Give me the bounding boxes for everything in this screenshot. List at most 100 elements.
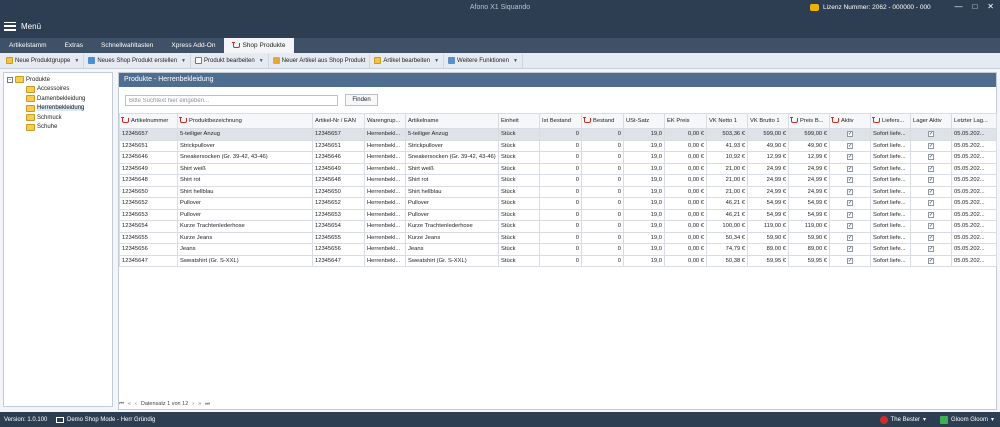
cell-netto[interactable]: 21,00 € — [706, 185, 748, 198]
find-button[interactable]: Finden — [345, 94, 378, 106]
column-header[interactable]: Artikelname — [405, 113, 499, 129]
cell-nr[interactable]: 12345653 — [119, 208, 178, 221]
cell-brutto[interactable]: 599,00 € — [747, 128, 789, 141]
cell-lager[interactable]: ✓ — [910, 208, 952, 221]
cell-ean[interactable]: 12345655 — [312, 231, 365, 244]
cell-einheit[interactable]: Stück — [498, 151, 540, 164]
cell-nr[interactable]: 12345649 — [119, 162, 178, 175]
tab-schnellwahltasten[interactable]: Schnellwahltasten — [100, 42, 154, 49]
cell-wg[interactable]: Herrenbekl... — [364, 254, 406, 267]
first-record-button[interactable]: ⏮ — [119, 400, 124, 407]
cell-liefer[interactable]: Sofort liefe... — [870, 174, 911, 187]
cell-preisb[interactable]: 24,99 € — [788, 162, 830, 175]
cell-preisb[interactable]: 599,00 € — [788, 128, 830, 141]
cell-bez[interactable]: Shirt rot — [177, 174, 313, 187]
checkbox[interactable]: ✓ — [928, 165, 934, 172]
cell-brutto[interactable]: 49,90 € — [747, 139, 789, 152]
maximize-button[interactable]: □ — [972, 2, 978, 11]
cell-ust[interactable]: 19,0 — [623, 151, 665, 164]
cell-brutto[interactable]: 59,95 € — [747, 254, 789, 267]
cell-letzter[interactable]: 05.05.202... — [951, 139, 997, 152]
table-row[interactable]: 12345648 Shirt rot 12345648 Herrenbekl... Sh… — [119, 174, 997, 187]
checkbox[interactable]: ✓ — [928, 177, 934, 184]
cell-ean[interactable]: 12345651 — [312, 139, 365, 152]
cell-aktiv[interactable]: ✓ — [829, 151, 871, 164]
cell-ean[interactable]: 12345657 — [312, 128, 365, 141]
minimize-button[interactable]: — — [954, 2, 963, 11]
cell-letzter[interactable]: 05.05.202... — [951, 220, 997, 233]
cell-ist[interactable]: 0 — [539, 231, 582, 244]
cell-wg[interactable]: Herrenbekl... — [364, 220, 406, 233]
cell-ean[interactable]: 12345648 — [312, 174, 365, 187]
cell-bestand[interactable]: 0 — [581, 243, 624, 256]
cell-netto[interactable]: 50,34 € — [706, 231, 748, 244]
cell-bestand[interactable]: 0 — [581, 151, 624, 164]
cell-bestand[interactable]: 0 — [581, 174, 624, 187]
cell-liefer[interactable]: Sofort liefe... — [870, 254, 911, 267]
cell-letzter[interactable]: 05.05.202... — [951, 174, 997, 187]
column-header[interactable]: VK Brutto 1 — [747, 113, 789, 129]
checkbox[interactable]: ✓ — [847, 223, 853, 230]
cell-netto[interactable]: 10,92 € — [706, 151, 748, 164]
cell-wg[interactable]: Herrenbekl... — [364, 208, 406, 221]
checkbox[interactable]: ✓ — [847, 154, 853, 161]
column-header[interactable]: Preis B... — [788, 113, 830, 129]
cell-preisb[interactable]: 119,00 € — [788, 220, 830, 233]
cell-letzter[interactable]: 05.05.202... — [951, 162, 997, 175]
cell-name[interactable]: Shirt hellblau — [405, 185, 499, 198]
cell-lager[interactable]: ✓ — [910, 220, 952, 233]
column-header[interactable]: USt-Satz — [623, 113, 665, 129]
main-menu-button[interactable]: Menü — [4, 20, 41, 32]
cell-ust[interactable]: 19,0 — [623, 220, 665, 233]
checkbox[interactable]: ✓ — [928, 223, 934, 230]
cell-ek[interactable]: 0,00 € — [664, 151, 707, 164]
cell-bez[interactable]: Kurze Trachtenlederhose — [177, 220, 313, 233]
cell-aktiv[interactable]: ✓ — [829, 220, 871, 233]
cell-preisb[interactable]: 54,99 € — [788, 197, 830, 210]
checkbox[interactable]: ✓ — [847, 177, 853, 184]
cell-ist[interactable]: 0 — [539, 162, 582, 175]
cell-nr[interactable]: 12345655 — [119, 231, 178, 244]
cell-ust[interactable]: 19,0 — [623, 231, 665, 244]
last-record-button[interactable]: ⏭ — [205, 400, 211, 407]
cell-ust[interactable]: 19,0 — [623, 139, 665, 152]
cell-name[interactable]: Sneakersocken (Gr. 39-42, 43-46) — [405, 151, 499, 164]
cell-aktiv[interactable]: ✓ — [829, 128, 871, 141]
cell-bestand[interactable]: 0 — [581, 185, 624, 198]
column-header[interactable]: Liefers... — [870, 113, 911, 129]
tab-extras[interactable]: Extras — [64, 42, 83, 49]
checkbox[interactable]: ✓ — [928, 142, 934, 149]
cell-letzter[interactable]: 05.05.202... — [951, 243, 997, 256]
cell-aktiv[interactable]: ✓ — [829, 174, 871, 187]
new-product-group-button[interactable]: Neue Produktgruppe ▼ — [2, 53, 85, 68]
checkbox[interactable]: ✓ — [847, 165, 853, 172]
close-button[interactable]: ✕ — [987, 2, 994, 11]
tab-artikelstamm[interactable]: Artikelstamm — [9, 42, 47, 49]
cell-name[interactable]: Jeans — [405, 243, 499, 256]
cell-liefer[interactable]: Sofort liefe... — [870, 162, 911, 175]
checkbox[interactable]: ✓ — [847, 257, 853, 264]
user-selector-2[interactable]: Gloom Gloom ▾ — [939, 415, 994, 424]
cell-ist[interactable]: 0 — [539, 243, 582, 256]
cell-aktiv[interactable]: ✓ — [829, 208, 871, 221]
column-header[interactable]: Artikel-Nr / EAN — [312, 113, 365, 129]
column-header[interactable]: Bestand — [581, 113, 624, 129]
cell-name[interactable]: Shirt weiß — [405, 162, 499, 175]
cell-lager[interactable]: ✓ — [910, 162, 952, 175]
tab-xpress-add-on[interactable]: Xpress Add-On — [171, 42, 216, 49]
cell-lager[interactable]: ✓ — [910, 139, 952, 152]
cell-bez[interactable]: Sneakersocken (Gr. 39-42, 43-46) — [177, 151, 313, 164]
user-selector-1[interactable]: The Bester ▾ — [879, 415, 926, 424]
cell-ust[interactable]: 19,0 — [623, 243, 665, 256]
cell-bez[interactable]: Jeans — [177, 243, 313, 256]
cell-lager[interactable]: ✓ — [910, 254, 952, 267]
cell-ean[interactable]: 12345652 — [312, 197, 365, 210]
table-row[interactable]: 12345651 Strickpullover 12345651 Herrenbekl… — [119, 139, 997, 152]
cell-ist[interactable]: 0 — [539, 197, 582, 210]
cell-bestand[interactable]: 0 — [581, 208, 624, 221]
cell-nr[interactable]: 12345652 — [119, 197, 178, 210]
cell-preisb[interactable]: 54,99 € — [788, 208, 830, 221]
cell-preisb[interactable]: 59,95 € — [788, 254, 830, 267]
cell-netto[interactable]: 46,21 € — [706, 208, 748, 221]
cell-einheit[interactable]: Stück — [498, 197, 540, 210]
